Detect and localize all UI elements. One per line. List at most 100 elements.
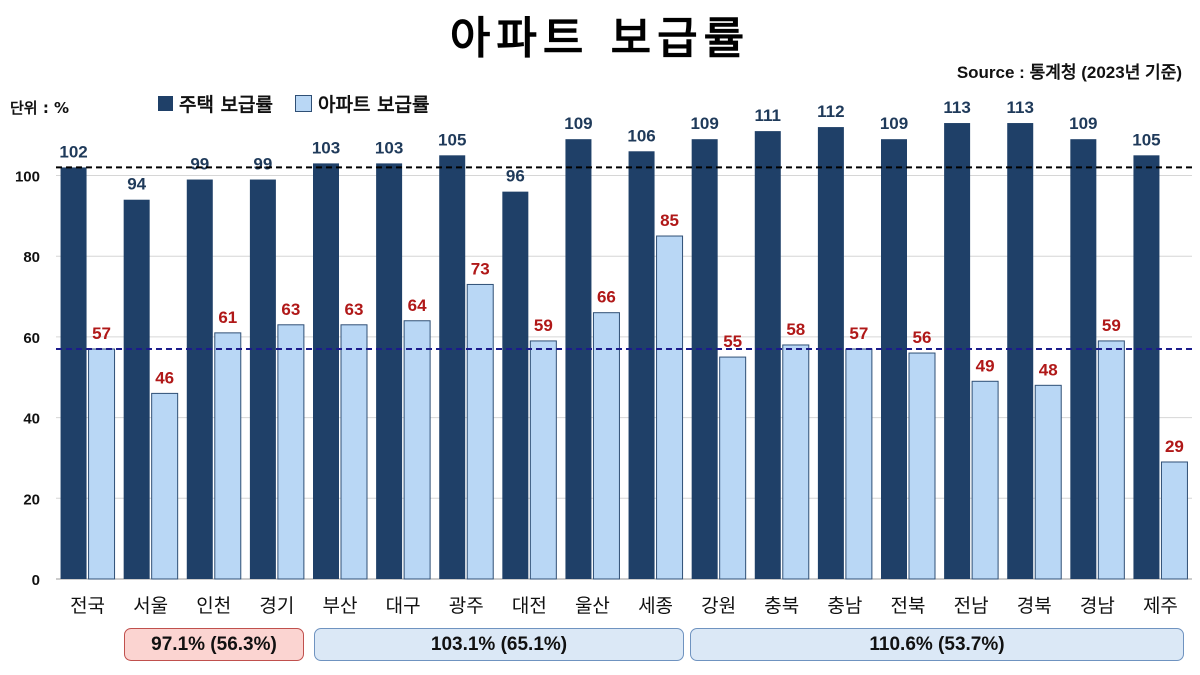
group-summary-metro: 103.1% (65.1%)	[314, 628, 684, 661]
data-label-housing: 109	[690, 114, 718, 133]
chart-title: 아파트 보급률	[449, 13, 751, 64]
data-label-apartment: 59	[1102, 316, 1121, 335]
data-label-apartment: 63	[345, 300, 364, 319]
bar-housing	[313, 163, 339, 579]
x-tick-label: 제주	[1143, 595, 1178, 617]
data-label-housing: 109	[564, 114, 592, 133]
bar-housing	[628, 151, 655, 580]
data-label-housing: 96	[506, 167, 525, 186]
bar-housing	[376, 163, 403, 579]
data-label-housing: 113	[943, 98, 970, 117]
bar-apartment	[151, 392, 179, 580]
bar-housing	[1070, 139, 1097, 579]
bar-housing	[1133, 155, 1160, 579]
y-tick-label: 80	[23, 249, 40, 266]
x-tick-label: 광주	[449, 595, 484, 617]
x-tick-label: 충북	[764, 595, 799, 617]
bar-housing	[691, 139, 718, 579]
y-tick-label: 0	[32, 572, 40, 589]
legend-item-housing: 주택 보급률	[158, 90, 273, 117]
data-label-housing: 113	[1007, 98, 1034, 117]
data-label-housing: 105	[438, 130, 466, 149]
data-label-housing: 111	[755, 106, 782, 125]
bar-apartment	[1160, 461, 1188, 580]
data-label-housing: 102	[59, 142, 87, 161]
bar-housing	[502, 191, 529, 579]
x-tick-label: 서울	[133, 595, 168, 617]
x-tick-label: 인천	[196, 595, 231, 617]
data-label-apartment: 57	[849, 324, 868, 343]
bar-housing	[60, 167, 87, 579]
legend-item-apartment: 아파트 보급률	[295, 90, 430, 117]
x-tick-label: 경북	[1017, 595, 1052, 617]
y-tick-label: 40	[23, 411, 40, 428]
data-label-housing: 112	[817, 102, 844, 121]
bar-apartment	[656, 235, 684, 580]
x-tick-label: 부산	[323, 595, 358, 617]
bar-apartment	[340, 324, 368, 580]
bar-housing	[881, 139, 907, 579]
data-label-apartment: 64	[408, 296, 427, 315]
x-tick-label: 대구	[386, 595, 421, 617]
data-label-apartment: 48	[1039, 360, 1058, 379]
legend: 주택 보급률 아파트 보급률	[158, 90, 430, 117]
data-label-apartment: 29	[1165, 437, 1184, 456]
data-label-housing: 99	[190, 155, 209, 174]
bar-housing	[439, 155, 466, 579]
group-summary-capital: 97.1% (56.3%)	[124, 628, 304, 661]
bar-apartment	[466, 283, 494, 580]
bar-housing	[565, 139, 592, 579]
x-tick-label: 대전	[512, 595, 547, 617]
unit-label: 단위 : %	[10, 99, 70, 117]
data-label-apartment: 59	[534, 316, 553, 335]
bar-housing	[123, 199, 150, 579]
bar-housing	[249, 179, 276, 579]
x-tick-label: 울산	[575, 595, 610, 617]
legend-swatch-housing	[158, 96, 173, 111]
data-label-housing: 103	[375, 138, 403, 157]
bar-apartment	[845, 348, 873, 580]
data-label-housing: 103	[312, 138, 340, 157]
y-tick-label: 60	[23, 330, 40, 347]
data-label-housing: 109	[1069, 114, 1097, 133]
x-tick-label: 세종	[638, 595, 673, 617]
data-label-apartment: 49	[976, 356, 995, 375]
data-label-housing: 94	[127, 175, 146, 194]
data-label-apartment: 66	[597, 288, 616, 307]
data-label-apartment: 57	[92, 324, 111, 343]
data-label-apartment: 56	[913, 328, 932, 347]
bar-apartment	[908, 352, 936, 580]
bar-apartment	[88, 348, 116, 580]
bar-housing	[754, 131, 781, 580]
y-tick-label: 20	[23, 491, 40, 508]
bar-housing	[186, 179, 213, 579]
legend-label-apartment: 아파트 보급률	[318, 94, 430, 116]
data-label-apartment: 85	[660, 211, 679, 230]
bar-apartment	[403, 320, 431, 580]
data-label-apartment: 46	[155, 368, 174, 387]
data-label-apartment: 58	[786, 320, 805, 339]
x-tick-label: 전남	[954, 595, 989, 617]
bar-housing	[1007, 123, 1034, 580]
legend-swatch-apartment	[295, 95, 313, 112]
bar-apartment	[277, 324, 305, 580]
bar-apartment	[971, 380, 999, 580]
bar-apartment	[719, 356, 747, 580]
data-label-housing: 105	[1132, 130, 1160, 149]
bar-apartment	[1034, 384, 1062, 580]
legend-label-housing: 주택 보급률	[179, 94, 274, 116]
data-label-apartment: 73	[471, 259, 490, 278]
bar-housing	[817, 127, 844, 579]
source-note: Source : 통계청 (2023년 기준)	[956, 63, 1182, 82]
data-label-apartment: 61	[218, 308, 237, 327]
data-label-housing: 106	[627, 126, 655, 145]
data-label-housing: 109	[880, 114, 908, 133]
group-summary-provinces: 110.6% (53.7%)	[690, 628, 1184, 661]
x-tick-label: 충남	[827, 595, 862, 617]
bar-apartment	[592, 312, 620, 580]
data-label-housing: 99	[253, 155, 272, 174]
bar-apartment	[782, 344, 810, 580]
x-tick-label: 전국	[70, 595, 105, 617]
bar-apartment	[529, 340, 557, 580]
